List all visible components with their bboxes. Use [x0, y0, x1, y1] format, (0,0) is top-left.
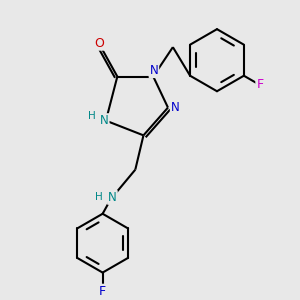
Text: F: F [256, 78, 263, 91]
Text: F: F [99, 285, 106, 298]
Text: N: N [100, 114, 109, 127]
Text: O: O [94, 37, 104, 50]
Text: H: H [88, 111, 96, 121]
Text: H: H [95, 192, 103, 203]
Text: N: N [171, 101, 179, 114]
Text: N: N [149, 64, 158, 77]
Text: N: N [108, 191, 117, 204]
